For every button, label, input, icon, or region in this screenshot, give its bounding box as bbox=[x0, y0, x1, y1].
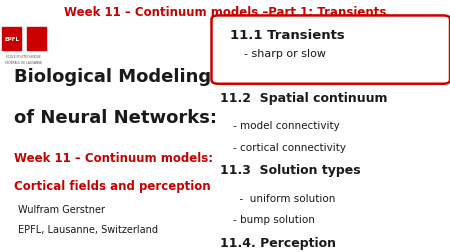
Text: ÉCOLE POLYTECHNIQUE
FÉDÉRALE DE LAUSANNE: ÉCOLE POLYTECHNIQUE FÉDÉRALE DE LAUSANNE bbox=[5, 55, 43, 64]
Text: - cortical connectivity: - cortical connectivity bbox=[220, 142, 346, 152]
Text: EPFL, Lausanne, Switzerland: EPFL, Lausanne, Switzerland bbox=[18, 224, 158, 234]
Text: 11.1 Transients: 11.1 Transients bbox=[230, 29, 344, 42]
Text: Week 11 – Continuum models –Part 1: Transients: Week 11 – Continuum models –Part 1: Tran… bbox=[64, 6, 386, 19]
Text: - sharp or slow: - sharp or slow bbox=[230, 49, 325, 59]
Text: Biological Modeling: Biological Modeling bbox=[14, 68, 211, 86]
Text: - model connectivity: - model connectivity bbox=[220, 121, 340, 131]
Text: 11.4. Perception: 11.4. Perception bbox=[220, 236, 337, 248]
FancyBboxPatch shape bbox=[212, 16, 450, 84]
Text: -  uniform solution: - uniform solution bbox=[220, 193, 336, 203]
Text: - bump solution: - bump solution bbox=[220, 214, 315, 224]
Text: 11.3  Solution types: 11.3 Solution types bbox=[220, 164, 361, 177]
Text: EPFL: EPFL bbox=[4, 37, 19, 42]
Text: of Neural Networks:: of Neural Networks: bbox=[14, 108, 216, 126]
Text: Cortical fields and perception: Cortical fields and perception bbox=[14, 179, 210, 192]
Text: Week 11 – Continuum models:: Week 11 – Continuum models: bbox=[14, 151, 212, 164]
Bar bbox=[27, 28, 46, 50]
Text: Wulfram Gerstner: Wulfram Gerstner bbox=[18, 204, 105, 214]
Text: 11.2  Spatial continuum: 11.2 Spatial continuum bbox=[220, 92, 388, 105]
Bar bbox=[2, 28, 21, 50]
